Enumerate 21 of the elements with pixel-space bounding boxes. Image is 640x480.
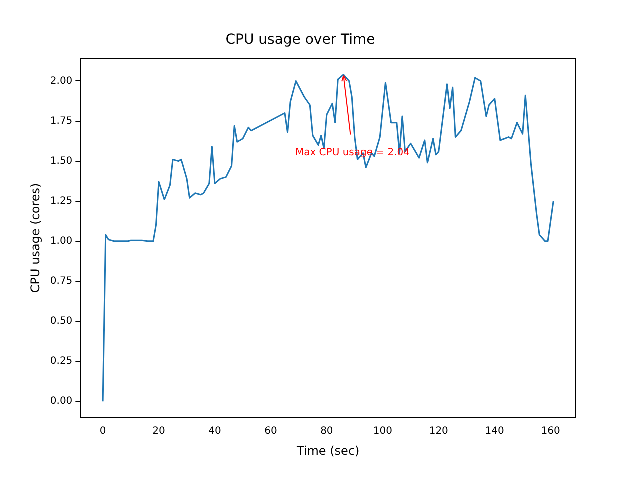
x-tick-label: 100 [373, 426, 392, 438]
y-tick-label: 2.00 [50, 76, 73, 87]
y-tick-label: 0.50 [50, 316, 73, 328]
x-tick-label: 20 [152, 426, 166, 438]
y-tick-label: 0.00 [50, 396, 73, 408]
x-tick-label: 40 [208, 426, 222, 438]
y-tick-label: 0.25 [50, 356, 73, 368]
y-tick-label: 1.50 [50, 156, 73, 167]
y-tick-label: 1.25 [50, 196, 73, 207]
y-tick-label: 1.75 [50, 116, 73, 127]
x-tick-label: 140 [485, 426, 504, 438]
y-tick-label: 1.00 [50, 236, 73, 247]
x-tick-label: 0 [100, 426, 106, 438]
x-tick-label: 80 [320, 426, 334, 438]
x-tick-label: 160 [541, 426, 560, 438]
chart-title: CPU usage over Time [226, 32, 376, 48]
y-axis-title: CPU usage (cores) [28, 183, 42, 294]
x-tick-label: 120 [429, 426, 448, 438]
x-axis-title: Time (sec) [296, 444, 360, 458]
x-tick-label: 60 [264, 426, 278, 438]
y-tick-label: 0.75 [50, 276, 73, 288]
